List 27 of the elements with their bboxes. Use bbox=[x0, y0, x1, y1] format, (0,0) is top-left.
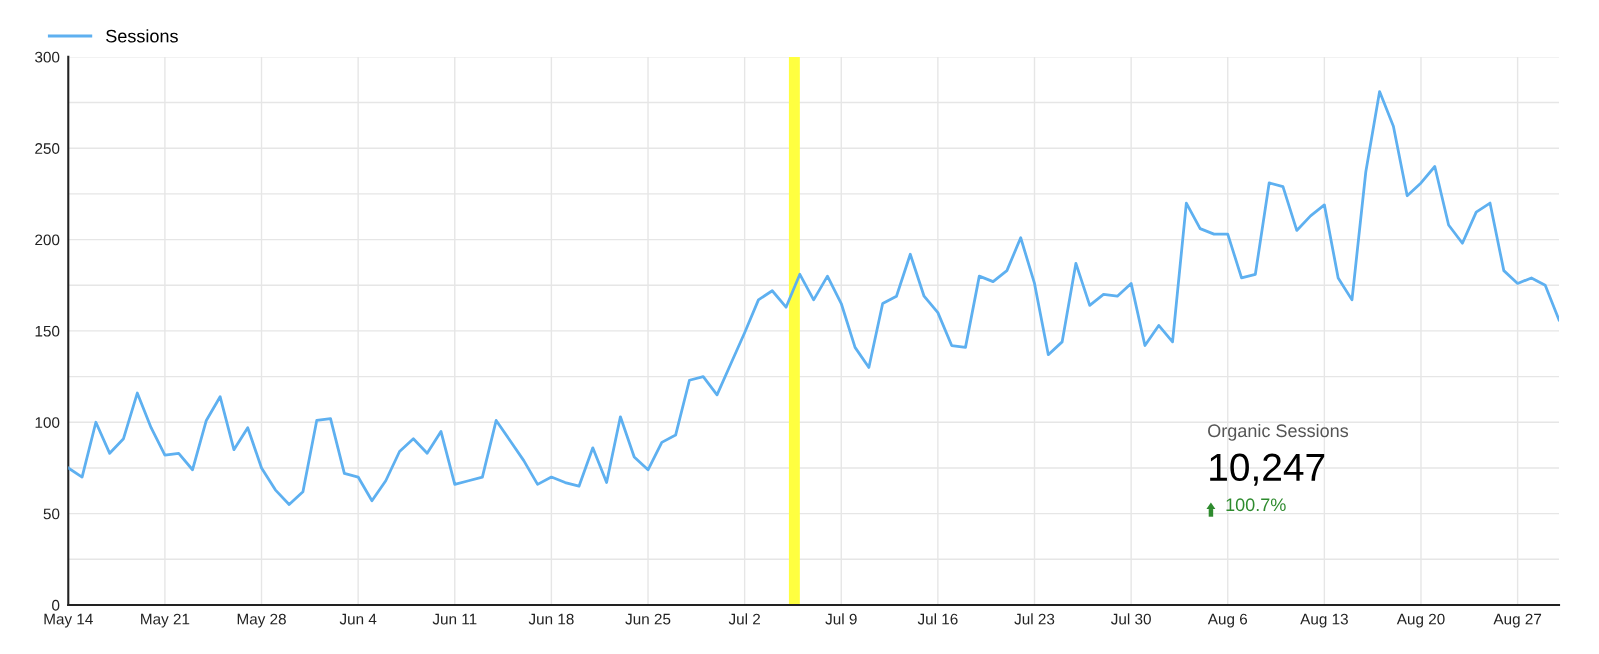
x-tick-label: Jun 4 bbox=[339, 613, 377, 625]
y-tick-label: 0 bbox=[52, 599, 60, 611]
x-tick-label: Jul 30 bbox=[1110, 613, 1151, 625]
x-tick-label: Jul 2 bbox=[728, 613, 760, 625]
x-tick-label: May 14 bbox=[44, 613, 93, 628]
x-tick-label: Aug 6 bbox=[1207, 613, 1248, 628]
y-tick-label: 150 bbox=[35, 325, 60, 337]
x-tick-label: Jul 16 bbox=[917, 613, 958, 625]
x-tick-label: Jul 23 bbox=[1014, 613, 1055, 625]
annotation: 10,247 bbox=[1210, 453, 1325, 486]
annotation: 100.7% bbox=[1226, 498, 1286, 512]
y-tick-label: 50 bbox=[43, 508, 60, 520]
y-tick-label: 100 bbox=[35, 417, 60, 428]
legend-label: Sessions bbox=[106, 29, 178, 43]
x-tick-label: May 28 bbox=[237, 613, 286, 628]
x-tick-label: Jun 11 bbox=[432, 613, 477, 625]
x-tick-label: Jul 9 bbox=[825, 613, 857, 625]
x-tick-label: Jun 18 bbox=[528, 613, 574, 625]
x-tick-label: May 21 bbox=[141, 613, 190, 628]
x-tick-label: Aug 27 bbox=[1493, 613, 1542, 628]
y-tick-label: 250 bbox=[35, 143, 60, 154]
y-tick-label: 300 bbox=[35, 51, 60, 63]
y-tick-label: 200 bbox=[35, 234, 60, 246]
x-tick-label: Aug 13 bbox=[1300, 613, 1348, 628]
x-tick-label: Aug 20 bbox=[1396, 613, 1445, 628]
x-tick-label: Jun 25 bbox=[625, 613, 671, 625]
annotation: Organic Sessions bbox=[1208, 423, 1349, 441]
